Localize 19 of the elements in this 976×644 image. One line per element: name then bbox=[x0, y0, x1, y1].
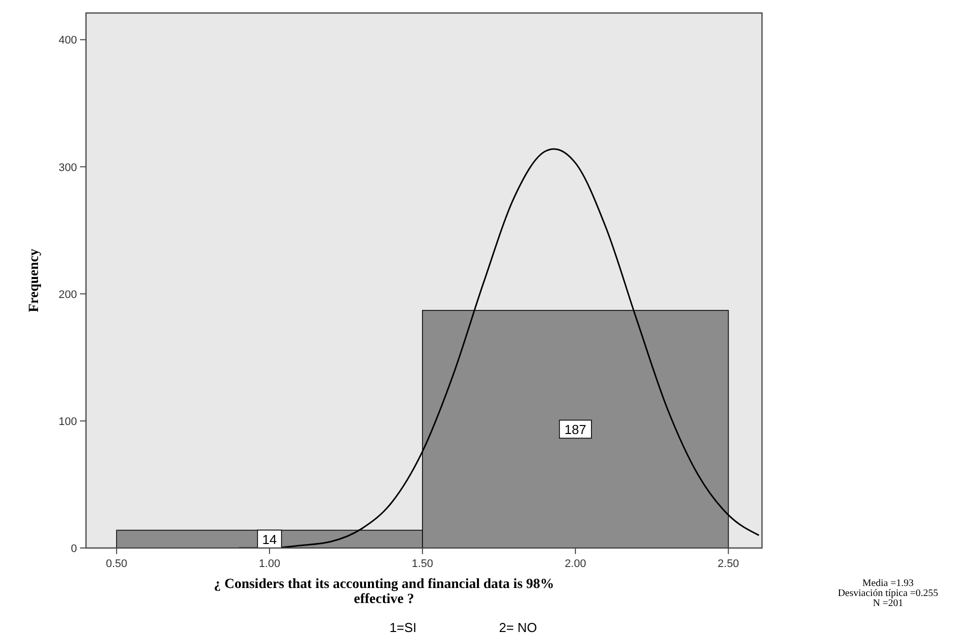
data-label: 14 bbox=[262, 532, 277, 548]
x-axis-title: ¿ Considers that its accounting and financial data is 98% effective ? bbox=[214, 577, 554, 607]
y-tick-label: 400 bbox=[58, 34, 77, 47]
x-tick-label: 1.50 bbox=[412, 558, 434, 570]
x-tick-label: 2.50 bbox=[718, 558, 740, 570]
text: Desviación típica =0.255 bbox=[838, 588, 938, 599]
y-tick-label: 200 bbox=[58, 288, 77, 301]
text: N =201 bbox=[872, 598, 904, 609]
x-tick-label: 1.00 bbox=[258, 558, 280, 570]
text: 2= NO bbox=[499, 620, 537, 635]
y-tick-label: 300 bbox=[58, 162, 77, 174]
text: Media =1.93 bbox=[862, 578, 914, 589]
y-tick-label: 100 bbox=[58, 416, 77, 428]
y-axis-title: Frequency bbox=[27, 248, 42, 312]
x-tick-label: 2.00 bbox=[564, 558, 586, 570]
text: 1=SI bbox=[389, 620, 417, 635]
data-label: 187 bbox=[564, 422, 586, 438]
y-tick-label: 0 bbox=[70, 543, 77, 555]
x-tick-label: 0.50 bbox=[106, 558, 128, 570]
